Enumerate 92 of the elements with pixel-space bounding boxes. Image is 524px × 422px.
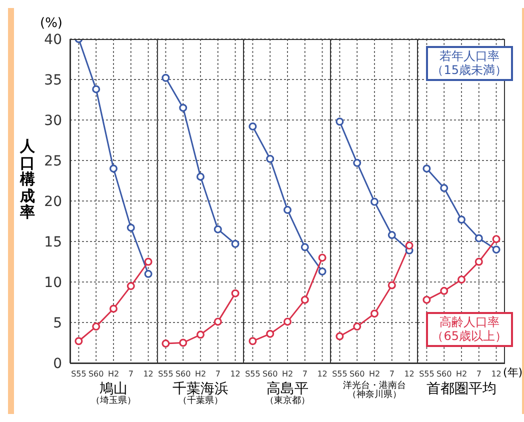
x-tick-label: H2 bbox=[108, 370, 120, 379]
y-tick-label: 5 bbox=[53, 315, 62, 332]
point bbox=[492, 246, 500, 254]
point bbox=[440, 184, 448, 192]
x-tick-label: H2 bbox=[282, 370, 294, 379]
point bbox=[353, 158, 362, 167]
point bbox=[492, 235, 500, 244]
x-tick-label: 12 bbox=[317, 370, 328, 379]
x-tick-label: 7 bbox=[302, 370, 308, 379]
x-tick-label: S55 bbox=[245, 370, 260, 379]
y-tick-label: 0 bbox=[53, 356, 62, 372]
point bbox=[353, 322, 362, 331]
point bbox=[144, 270, 152, 278]
point bbox=[388, 281, 396, 290]
point bbox=[422, 164, 431, 173]
point bbox=[336, 118, 344, 126]
point bbox=[405, 242, 414, 250]
point bbox=[300, 296, 309, 304]
point bbox=[74, 337, 83, 346]
point bbox=[110, 164, 118, 173]
x-tick-label: S55 bbox=[158, 370, 174, 379]
point bbox=[126, 224, 135, 232]
y-tick-label: 25 bbox=[44, 153, 62, 170]
x-axis-title: 千葉海浜（千葉県） bbox=[172, 381, 230, 406]
x-tick-label: S60 bbox=[262, 370, 278, 379]
y-tick-label: 40 bbox=[44, 32, 62, 48]
y-axis-title: 人口構成率 bbox=[20, 137, 35, 221]
point bbox=[248, 122, 257, 130]
x-tick-label: 7 bbox=[128, 370, 134, 379]
point bbox=[284, 206, 292, 214]
point bbox=[300, 243, 309, 252]
x-tick-label: 7 bbox=[389, 370, 394, 379]
point bbox=[214, 318, 222, 326]
point bbox=[231, 289, 240, 298]
text: (%) bbox=[40, 16, 62, 31]
x-tick-label: S60 bbox=[88, 370, 104, 379]
x-tick-label: 12 bbox=[143, 370, 154, 379]
point bbox=[126, 282, 135, 290]
text: 若年人口率（15歳未満） bbox=[432, 49, 507, 78]
point bbox=[92, 85, 100, 94]
x-tick-label: H2 bbox=[368, 370, 380, 379]
x-tick-label: S55 bbox=[419, 370, 434, 379]
point bbox=[162, 340, 170, 348]
point bbox=[422, 296, 431, 304]
x-axis-title: 洋光台・港南台（神奈川県） bbox=[342, 381, 407, 401]
point bbox=[231, 240, 240, 248]
point bbox=[179, 338, 188, 347]
point bbox=[196, 172, 204, 181]
x-axis-title: 首都圏平均 bbox=[426, 381, 498, 397]
x-tick-label: S55 bbox=[71, 370, 86, 379]
point bbox=[179, 104, 188, 112]
point bbox=[266, 330, 274, 338]
x-tick-label: 12 bbox=[404, 370, 414, 379]
point bbox=[92, 322, 100, 331]
point bbox=[144, 258, 152, 266]
point bbox=[370, 198, 378, 206]
point bbox=[474, 258, 483, 266]
y-tick-label: 20 bbox=[44, 194, 62, 210]
x-tick-label: 7 bbox=[215, 370, 220, 379]
point bbox=[318, 254, 326, 262]
point bbox=[474, 234, 483, 242]
point bbox=[196, 330, 204, 339]
point bbox=[370, 310, 378, 318]
point bbox=[248, 337, 257, 346]
point bbox=[284, 318, 292, 326]
point bbox=[388, 231, 396, 240]
x-tick-label: 12 bbox=[491, 370, 502, 379]
x-axis-title: 鳩山（埼玉県） bbox=[90, 381, 137, 406]
y-tick-label: 30 bbox=[44, 112, 62, 129]
point bbox=[440, 286, 448, 295]
x-tick-label: S60 bbox=[175, 370, 191, 379]
point bbox=[110, 304, 118, 313]
y-tick-label: 35 bbox=[44, 72, 62, 88]
point bbox=[336, 332, 344, 340]
x-tick-label: H2 bbox=[456, 370, 468, 379]
x-axis-title: 高島平（東京都） bbox=[264, 381, 311, 406]
text: (年) bbox=[503, 365, 523, 380]
point bbox=[214, 225, 222, 234]
y-tick-label: 10 bbox=[44, 274, 62, 291]
point bbox=[266, 154, 274, 163]
point bbox=[458, 276, 466, 284]
x-tick-label: S55 bbox=[332, 370, 348, 379]
x-tick-label: S60 bbox=[436, 370, 452, 379]
y-tick-label: 15 bbox=[44, 234, 62, 250]
x-tick-label: H2 bbox=[194, 370, 206, 379]
series-label: 高齢人口率（65歳以上） bbox=[432, 315, 507, 344]
x-tick-label: 7 bbox=[476, 370, 482, 379]
point bbox=[162, 74, 170, 82]
point bbox=[458, 216, 466, 224]
point bbox=[318, 267, 326, 276]
x-tick-label: S60 bbox=[349, 370, 365, 379]
x-tick-label: 12 bbox=[230, 370, 240, 379]
